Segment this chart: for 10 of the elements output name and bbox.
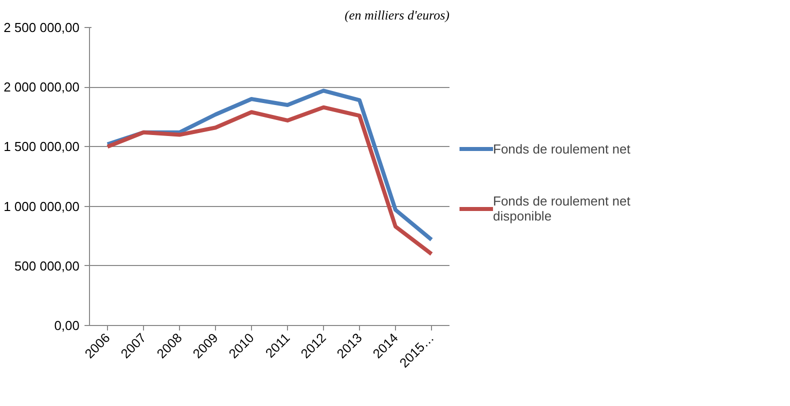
y-tick-label: 2 000 000,00	[4, 80, 80, 95]
y-tick-label: 2 500 000,00	[4, 20, 80, 35]
y-tick-label: 1 000 000,00	[4, 198, 80, 214]
legend-label: Fonds de roulement net disponible	[493, 194, 630, 224]
y-tick-label: 500 000,00	[14, 258, 80, 274]
text: (en milliers d'euros)	[344, 8, 450, 22]
y-tick-label: 1 500 000,00	[4, 139, 80, 154]
line-series	[106, 105, 434, 256]
y-tick-label: 0,00	[54, 318, 80, 333]
legend-label: Fonds de roulement net	[493, 141, 630, 156]
